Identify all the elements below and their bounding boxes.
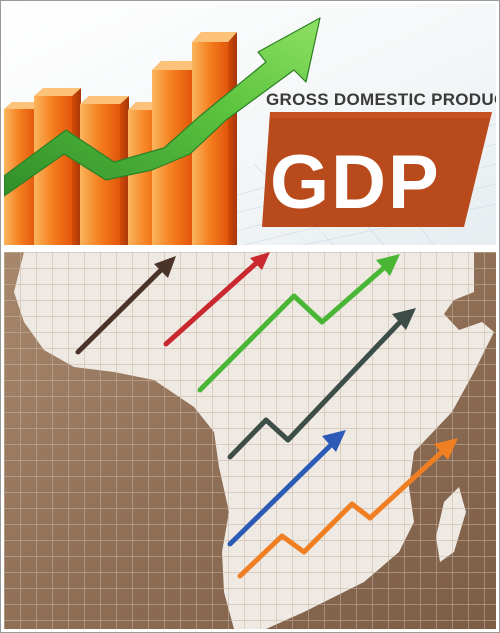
green-growth-arrow — [4, 17, 321, 197]
green-zigzag-arrow — [197, 254, 400, 393]
red-arrow — [163, 252, 270, 347]
grid-overlay — [4, 252, 496, 629]
blue-arrow — [227, 430, 346, 547]
dark-brown-arrow — [75, 256, 176, 355]
orange-zigzag-arrow — [237, 438, 458, 579]
africa-growth-illustration — [4, 252, 496, 629]
bar — [34, 88, 81, 245]
banner-subtitle: GROSS DOMESTIC PRODUCT — [266, 90, 496, 109]
gdp-banner-image: GROSS DOMESTIC PRODUCT GDP — [4, 4, 496, 245]
gdp-badge — [262, 112, 492, 227]
dark-teal-zigzag-arrow — [227, 308, 416, 460]
banner-title: GDP — [270, 140, 441, 225]
